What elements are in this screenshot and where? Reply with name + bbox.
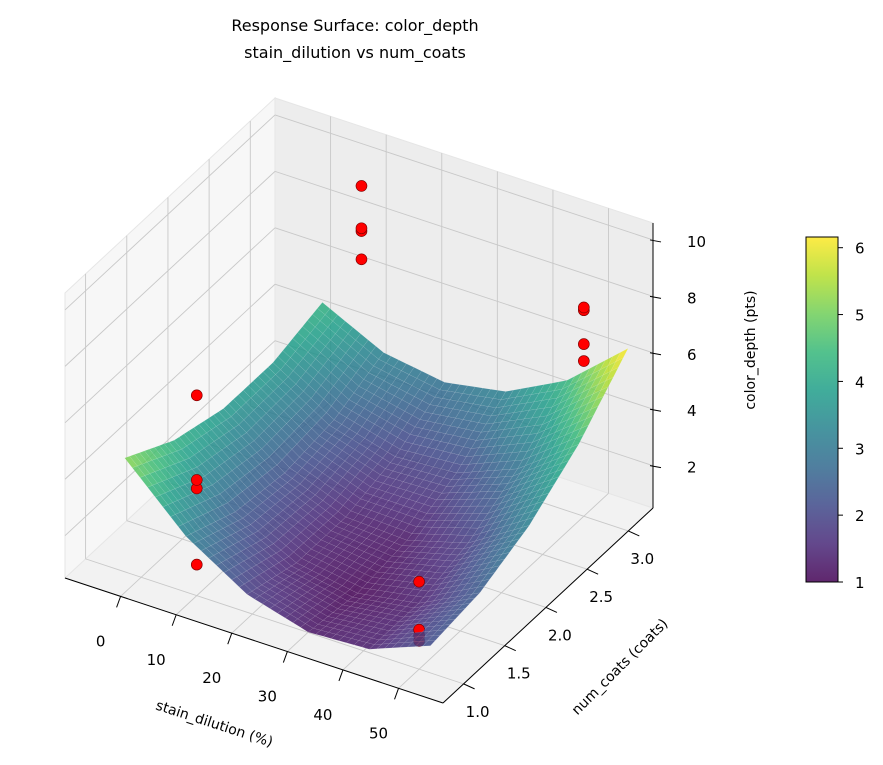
surface-facet — [555, 460, 570, 472]
colorbar-tick-label: 5 — [855, 307, 865, 325]
x-tick-label: 20 — [202, 669, 221, 687]
x-tick-label: 0 — [96, 632, 106, 650]
y-tick-label: 1.5 — [507, 665, 531, 683]
x-tick-label: 50 — [369, 724, 388, 742]
surface-facet — [575, 424, 590, 439]
data-point — [355, 222, 368, 235]
chart-title: Response Surface: color_depth — [231, 16, 478, 36]
surface-facet — [595, 386, 609, 401]
z-axis-label: color_depth (pts) — [743, 290, 759, 409]
surface-facet — [491, 558, 506, 568]
x-gridline — [398, 492, 609, 689]
z-tick-label: 2 — [687, 459, 697, 477]
y-tick — [628, 530, 640, 537]
surface-facet — [501, 545, 515, 555]
surface-facet — [486, 565, 501, 575]
chart-subtitle: stain_dilution vs num_coats — [244, 43, 466, 63]
data-point — [355, 253, 368, 266]
surface-facet — [590, 395, 604, 410]
data-point — [190, 558, 203, 571]
z-tick — [649, 352, 662, 356]
x-axis-line — [64, 577, 444, 704]
surface-facet — [535, 492, 550, 504]
surface-facet — [545, 476, 560, 488]
colorbar-tick-label: 2 — [855, 507, 865, 525]
z-gridline — [274, 114, 654, 241]
z-gridline — [274, 170, 654, 297]
x-tick-label: 40 — [313, 706, 332, 724]
colorbar-bar — [805, 236, 839, 583]
surface-facet — [422, 640, 436, 647]
z-tick-label: 8 — [687, 289, 697, 307]
data-point — [190, 389, 203, 402]
z-tick — [649, 408, 662, 412]
z-gridline — [64, 340, 276, 537]
data-point — [190, 474, 203, 486]
x-tick — [227, 632, 233, 645]
y-tick-label: 3.0 — [630, 550, 654, 568]
y-tick-label: 1.0 — [466, 703, 490, 721]
colorbar-tick-label: 4 — [855, 373, 865, 391]
colorbar-tick-label: 6 — [855, 240, 865, 258]
y-tick-label: 2.5 — [589, 588, 613, 606]
tick-labels: 0 10 20 30 40 50 1.0 1.5 2.0 2.5 3.0 2 4 6 8 10 — [96, 233, 706, 742]
data-point — [578, 338, 590, 350]
colorbar-tick-label: 1 — [855, 574, 865, 592]
z-tick — [649, 239, 662, 243]
z-tick — [649, 295, 662, 299]
x-tick — [394, 688, 399, 700]
surface-facet — [496, 552, 510, 562]
z-gridline — [64, 114, 276, 311]
x-tick — [171, 614, 177, 626]
x-axis-label: stain_dilution (%) — [154, 698, 275, 751]
surface-and-points — [124, 180, 629, 650]
data-point — [355, 180, 368, 192]
z-tick-label: 4 — [687, 402, 697, 420]
z-gridline — [274, 227, 654, 354]
axis-lines — [64, 223, 662, 704]
data-point — [578, 355, 590, 367]
x-tick — [338, 669, 344, 682]
colorbar: 1 2 3 4 5 6 — [805, 236, 865, 592]
surface-facet — [570, 434, 585, 448]
z-gridline — [64, 227, 276, 424]
y-tick-label: 2.0 — [548, 626, 572, 644]
surface-facet — [550, 468, 565, 480]
z-tick — [649, 465, 662, 469]
x-tick-label: 30 — [258, 688, 277, 706]
surface-facet — [451, 608, 466, 616]
y-gridline — [85, 558, 464, 685]
z-tick-label: 6 — [687, 346, 697, 364]
z-gridline — [64, 283, 276, 480]
data-point — [413, 575, 425, 588]
x-tick — [116, 596, 122, 608]
z-tick-label: 10 — [687, 233, 706, 251]
z-gridline — [64, 171, 276, 367]
x-tick-label: 10 — [147, 651, 166, 669]
y-axis-label: num_coats (coats) — [569, 616, 672, 719]
x-tick — [282, 651, 288, 663]
data-point — [578, 301, 590, 314]
y-axis-line — [442, 507, 654, 704]
y-tick — [504, 645, 516, 652]
y-tick — [463, 683, 475, 690]
y-tick — [586, 568, 599, 575]
surface-facet — [615, 347, 629, 363]
y-tick — [545, 606, 558, 613]
surface-facet — [531, 500, 545, 512]
colorbar-tick-label: 3 — [855, 440, 865, 458]
